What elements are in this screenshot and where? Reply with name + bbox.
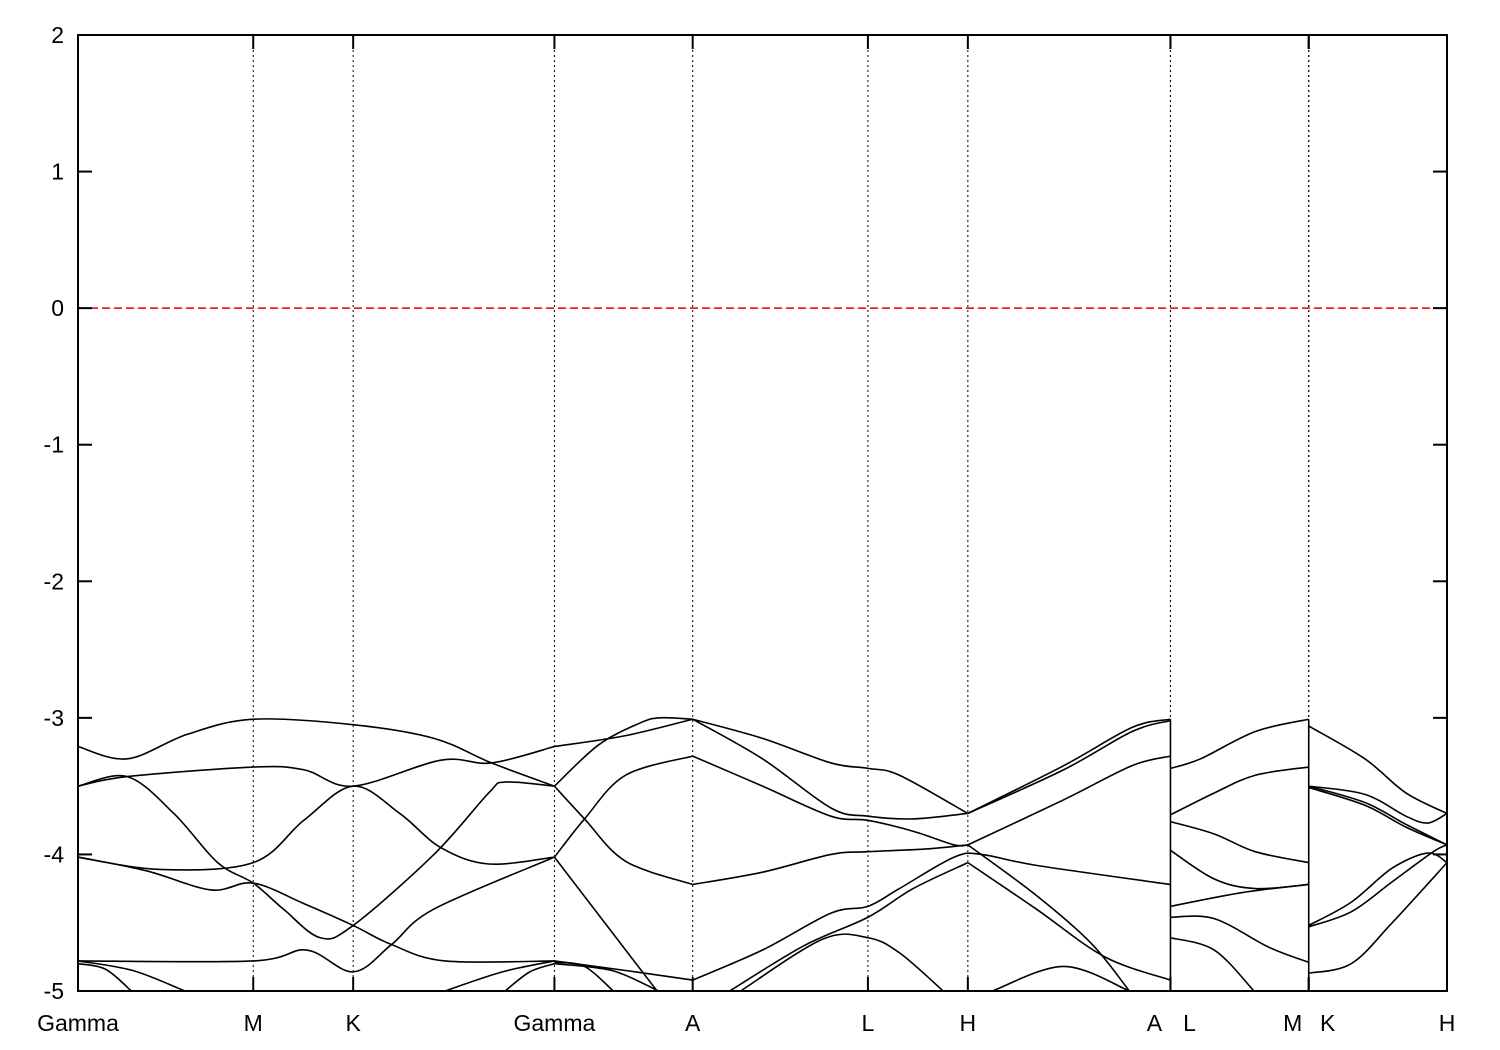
band-20 bbox=[692, 755, 968, 847]
band-37 bbox=[1170, 936, 1255, 991]
band-2 bbox=[78, 774, 555, 940]
x-tick-label-m: M bbox=[244, 1010, 263, 1036]
band-31 bbox=[1170, 718, 1309, 770]
y-tick-label: 1 bbox=[51, 159, 64, 185]
bands-group bbox=[78, 716, 1447, 991]
band-18 bbox=[692, 718, 969, 815]
x-tick-label-l: L bbox=[862, 1010, 875, 1036]
band-10 bbox=[554, 718, 693, 748]
high-symmetry-gridlines bbox=[252, 35, 1310, 991]
band-38 bbox=[1308, 725, 1447, 815]
band-13 bbox=[553, 755, 693, 858]
y-tick-label: -5 bbox=[44, 978, 64, 1004]
y-tick-label: -2 bbox=[44, 568, 64, 594]
band-32 bbox=[1170, 766, 1309, 816]
band-42 bbox=[1308, 852, 1447, 927]
x-axis: Gamma M K Gamma A L H A L M K H bbox=[37, 35, 1455, 1036]
band-24 bbox=[740, 933, 944, 991]
band-19 bbox=[692, 718, 968, 820]
band-12 bbox=[553, 785, 693, 886]
band-11 bbox=[553, 716, 693, 787]
y-tick-label: -1 bbox=[44, 432, 64, 458]
plot-frame bbox=[77, 34, 1448, 992]
band-40 bbox=[1308, 785, 1447, 846]
band-4 bbox=[78, 856, 555, 963]
band-7 bbox=[78, 960, 186, 991]
x-tick-label-gamma: Gamma bbox=[37, 1010, 119, 1036]
band-27 bbox=[967, 755, 1171, 846]
x-tick-label-k: K bbox=[1320, 1010, 1336, 1036]
band-3 bbox=[78, 785, 555, 871]
y-tick-label: 0 bbox=[51, 295, 64, 321]
band-25 bbox=[967, 718, 1171, 815]
band-34 bbox=[1170, 849, 1309, 890]
x-tick-label-h: H bbox=[1439, 1010, 1456, 1036]
y-tick-label: -3 bbox=[44, 705, 64, 731]
band-35 bbox=[1170, 883, 1309, 908]
band-8 bbox=[444, 960, 555, 991]
x-tick-label-m: M bbox=[1283, 1010, 1302, 1036]
band-39 bbox=[1308, 785, 1447, 824]
band-41 bbox=[1308, 786, 1447, 846]
band-17 bbox=[554, 962, 659, 991]
band-1 bbox=[78, 745, 555, 787]
plot-border bbox=[77, 34, 1448, 992]
band-30 bbox=[992, 965, 1130, 991]
band-5 bbox=[78, 856, 555, 973]
y-axis: 2 1 0 -1 -2 -3 -4 -5 bbox=[44, 22, 1447, 1004]
band-33 bbox=[1170, 820, 1309, 864]
band-26 bbox=[967, 719, 1171, 815]
band-22 bbox=[692, 852, 1171, 981]
band-28 bbox=[967, 861, 1171, 981]
x-tick-label-a: A bbox=[685, 1010, 701, 1036]
band-6 bbox=[78, 962, 132, 991]
band-14 bbox=[553, 856, 658, 991]
band-29 bbox=[967, 844, 1131, 991]
band-0 bbox=[78, 718, 555, 787]
band-21 bbox=[692, 844, 968, 886]
band-9 bbox=[504, 962, 555, 991]
x-tick-label-k: K bbox=[345, 1010, 361, 1036]
band-44 bbox=[1308, 862, 1447, 975]
band-43 bbox=[1308, 844, 1447, 928]
y-tick-label: -4 bbox=[44, 841, 65, 867]
x-tick-label-h: H bbox=[960, 1010, 977, 1036]
band-36 bbox=[1170, 915, 1310, 964]
x-tick-label-gamma: Gamma bbox=[514, 1010, 596, 1036]
x-tick-label-a: A bbox=[1147, 1010, 1163, 1036]
y-tick-label: 2 bbox=[51, 22, 64, 48]
x-tick-label-l: L bbox=[1183, 1010, 1196, 1036]
band-23 bbox=[729, 861, 969, 991]
